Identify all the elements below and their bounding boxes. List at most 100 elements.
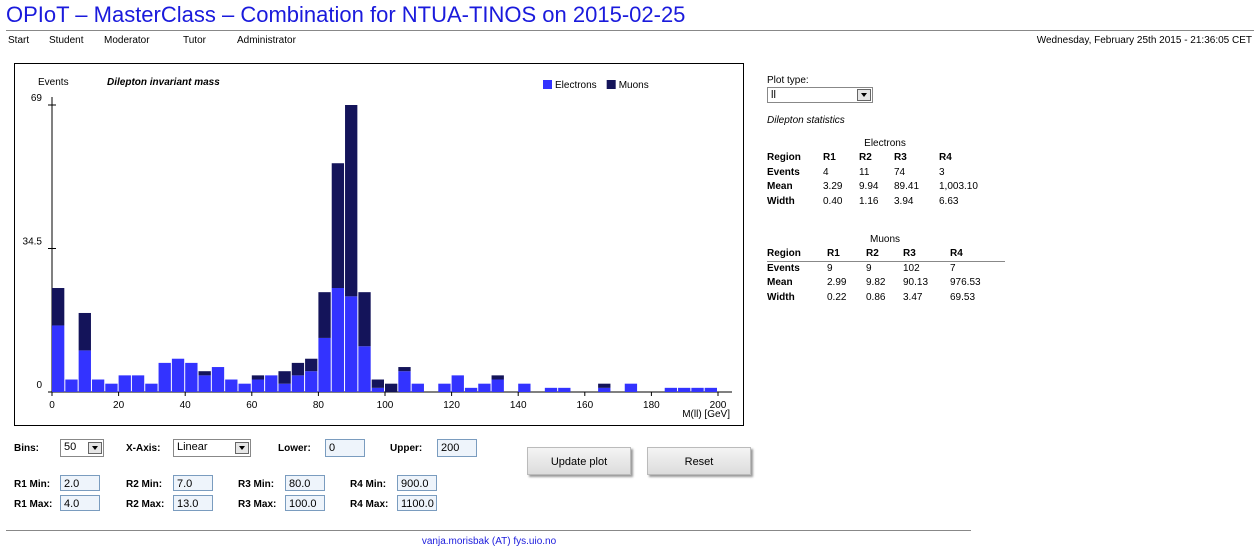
chart-frame: [14, 63, 744, 426]
region-input[interactable]: 2.0: [60, 475, 100, 491]
field-label: R1 Min:: [14, 479, 51, 490]
field-label: X-Axis:: [126, 443, 161, 454]
table-cell: R4: [939, 152, 952, 163]
datetime: Wednesday, February 25th 2015 - 21:36:05…: [1036, 35, 1252, 46]
page-title: OPIoT – MasterClass – Combination for NT…: [6, 2, 686, 27]
table-cell: R3: [894, 152, 907, 163]
bar: [678, 387, 691, 392]
bar: [598, 383, 611, 388]
reset-button[interactable]: Reset: [647, 447, 751, 475]
x-tick-label: 200: [710, 400, 727, 411]
table-cell: 11: [859, 166, 870, 178]
legend-swatch: [543, 80, 552, 89]
region-input[interactable]: 900.0: [397, 475, 437, 491]
bar: [398, 371, 411, 392]
table-cell: R1: [823, 152, 836, 163]
bins-select[interactable]: 50: [60, 439, 104, 457]
field-label: Lower:: [278, 443, 311, 454]
field-label: R2 Min:: [126, 479, 163, 490]
x-axis-label: M(ll) [GeV]: [682, 409, 730, 420]
x-tick-label: 180: [643, 400, 660, 411]
bar: [544, 387, 558, 392]
bar: [318, 292, 331, 338]
select-arrow: [88, 442, 102, 454]
table-cell: 3.94: [894, 195, 914, 207]
nav-link[interactable]: Student: [49, 35, 84, 46]
plot-type-select[interactable]: ll: [767, 87, 873, 103]
x-tick-label: 0: [49, 400, 55, 411]
table-cell: 2.99: [827, 277, 847, 288]
table-cell: 102: [903, 262, 920, 274]
table-cell: 0.86: [866, 291, 886, 303]
table-cell: Region: [767, 152, 801, 163]
x-tick-label: 60: [246, 400, 258, 411]
update-button[interactable]: Update plot: [527, 447, 631, 475]
table-cell: 74: [894, 166, 906, 178]
bar: [464, 387, 478, 392]
table-cell: R2: [859, 152, 872, 163]
table-caption: Muons: [869, 234, 901, 245]
table-cell: Width: [767, 195, 795, 207]
table-cell: 6.63: [939, 195, 959, 207]
lower-input[interactable]: 0: [325, 439, 365, 457]
bar: [598, 387, 611, 392]
bar: [52, 288, 65, 326]
field-label: R2 Max:: [126, 499, 165, 510]
bar: [185, 362, 198, 392]
upper-input[interactable]: 200: [437, 439, 477, 457]
select-value: 50: [64, 441, 77, 453]
x-tick-label: 40: [180, 400, 192, 411]
nav-link[interactable]: Administrator: [237, 35, 296, 46]
nav-link[interactable]: Start: [8, 35, 30, 46]
table-cell: 1.16: [859, 195, 879, 207]
bar: [451, 375, 464, 392]
region-input[interactable]: 13.0: [173, 495, 213, 511]
stats-title: Dilepton statistics: [767, 115, 845, 126]
region-input[interactable]: 80.0: [285, 475, 325, 491]
legend-swatch: [606, 80, 616, 89]
table-cell: 3: [939, 166, 945, 178]
region-input[interactable]: 4.0: [60, 495, 100, 511]
footer-rule: [6, 530, 971, 531]
bar: [265, 375, 278, 392]
bar: [78, 312, 91, 351]
field-label: Upper:: [390, 443, 423, 454]
bar: [305, 371, 318, 392]
region-input[interactable]: 7.0: [173, 475, 213, 491]
table-cell: 9.94: [859, 181, 879, 192]
bar: [398, 367, 411, 372]
footer-email[interactable]: vanja.morisbak (AT) fys.uio.no: [421, 536, 557, 547]
table-cell: R1: [827, 248, 840, 259]
table-cell: R4: [950, 248, 963, 259]
bar: [331, 288, 345, 392]
y-tick-label: 34.5: [23, 237, 43, 248]
table-cell: Region: [767, 248, 801, 259]
bar: [238, 383, 251, 392]
bar: [371, 387, 384, 392]
y-axis-label: Events: [38, 77, 69, 88]
bar: [318, 337, 331, 392]
bar: [438, 383, 451, 392]
table-rule: [767, 261, 1005, 262]
region-input[interactable]: 1100.0: [397, 495, 437, 511]
bar: [305, 358, 318, 372]
bar: [358, 292, 371, 347]
table-cell: 9: [827, 262, 833, 274]
nav-link[interactable]: Tutor: [183, 35, 206, 46]
x-tick-label: 160: [576, 400, 593, 411]
nav-link[interactable]: Moderator: [104, 35, 150, 46]
xaxis-select[interactable]: Linear: [173, 439, 251, 457]
x-tick-label: 140: [510, 400, 527, 411]
bar: [704, 387, 717, 392]
x-tick-label: 80: [313, 400, 325, 411]
region-input[interactable]: 100.0: [285, 495, 325, 511]
table-cell: 3.29: [823, 181, 843, 192]
bar: [225, 379, 238, 392]
table-cell: 976.53: [950, 277, 981, 288]
bar: [478, 383, 491, 392]
x-tick-label: 100: [377, 400, 394, 411]
bar: [358, 346, 371, 392]
bar: [345, 105, 358, 297]
legend-label: Muons: [619, 80, 649, 91]
table-cell: 4: [823, 166, 829, 178]
